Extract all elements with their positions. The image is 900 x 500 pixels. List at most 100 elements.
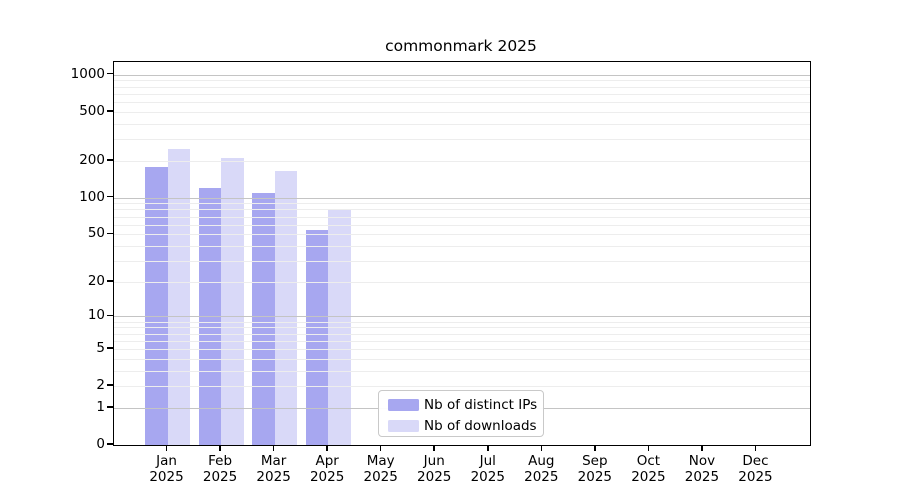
bar-distinct-ips — [305, 230, 329, 445]
y-tick-mark — [107, 443, 113, 445]
y-tick-mark — [107, 72, 113, 75]
y-tick-label: 0 — [96, 436, 105, 452]
x-tick-year: 2025 — [256, 469, 291, 485]
x-tick-month: Dec — [742, 453, 769, 469]
x-tick-year: 2025 — [631, 469, 666, 485]
x-tick-mark — [754, 445, 757, 451]
x-tick-year: 2025 — [684, 469, 720, 485]
x-tick-month: May — [366, 453, 395, 469]
x-tick-month: Sep — [582, 453, 608, 469]
x-tick-label: Oct 2025 — [603, 453, 693, 485]
x-tick-label: Feb 2025 — [175, 453, 265, 485]
x-tick-label: Mar 2025 — [229, 453, 319, 485]
x-tick-mark — [165, 445, 168, 451]
x-tick-year: 2025 — [577, 469, 613, 485]
x-tick-mark — [433, 445, 435, 451]
x-tick-label: Apr 2025 — [282, 453, 372, 485]
minor-gridline — [114, 102, 810, 104]
minor-gridline — [114, 86, 810, 88]
minor-gridline — [114, 348, 810, 350]
bar-distinct-ips — [252, 192, 275, 445]
chart-title: commonmark 2025 — [385, 37, 537, 55]
minor-gridline — [114, 216, 810, 218]
x-tick-label: Aug 2025 — [496, 453, 586, 485]
x-tick-year: 2025 — [417, 469, 452, 485]
major-gridline — [114, 316, 810, 318]
major-gridline — [114, 74, 810, 76]
minor-gridline — [114, 203, 810, 205]
y-tick-mark — [107, 406, 113, 408]
minor-gridline — [114, 340, 810, 342]
x-tick-month: Aug — [528, 453, 555, 469]
plot-area — [113, 61, 811, 446]
x-tick-year: 2025 — [202, 469, 238, 485]
y-tick-label: 50 — [87, 225, 105, 242]
minor-gridline — [114, 333, 810, 335]
y-tick-mark — [107, 280, 113, 282]
y-tick-label: 20 — [87, 272, 105, 289]
x-tick-mark — [379, 445, 382, 451]
minor-gridline — [114, 139, 810, 141]
minor-gridline — [114, 224, 810, 226]
bar-distinct-ips — [145, 166, 168, 445]
x-tick-mark — [701, 445, 703, 451]
y-tick-label: 200 — [79, 151, 105, 168]
legend-row: Nb of distinct IPs — [379, 396, 543, 414]
minor-gridline — [114, 327, 810, 329]
x-tick-mark — [487, 445, 489, 451]
x-tick-year: 2025 — [363, 469, 398, 485]
y-tick-mark — [107, 159, 113, 161]
bar-downloads — [221, 158, 244, 445]
x-tick-year: 2025 — [309, 469, 345, 485]
x-tick-label: Sep 2025 — [550, 453, 640, 485]
x-tick-month: Jul — [479, 453, 496, 469]
minor-gridline — [114, 260, 810, 262]
x-tick-label: Nov 2025 — [657, 453, 747, 485]
y-tick-label: 100 — [79, 188, 105, 205]
x-tick-mark — [326, 445, 328, 451]
x-tick-month: Feb — [208, 453, 233, 469]
y-tick-label: 500 — [79, 102, 105, 119]
legend: Nb of distinct IPs Nb of downloads — [378, 390, 544, 437]
minor-gridline — [114, 358, 810, 360]
y-tick-mark — [107, 384, 113, 386]
x-tick-month: Jan — [156, 453, 177, 469]
x-tick-mark — [647, 445, 650, 451]
x-tick-label: Jan 2025 — [122, 453, 212, 485]
minor-gridline — [114, 245, 810, 247]
minor-gridline — [114, 234, 810, 236]
y-tick-label: 1 — [96, 398, 105, 415]
y-tick-mark — [107, 314, 113, 317]
x-tick-label: Jun 2025 — [389, 453, 479, 485]
minor-gridline — [114, 209, 810, 211]
bar-distinct-ips — [198, 187, 222, 445]
y-tick-label: 5 — [96, 339, 105, 356]
legend-label: Nb of downloads — [424, 417, 537, 434]
x-tick-year: 2025 — [524, 469, 559, 485]
x-tick-mark — [594, 445, 596, 451]
x-tick-year: 2025 — [738, 469, 773, 485]
minor-gridline — [114, 370, 810, 372]
x-tick-month: Nov — [688, 453, 716, 469]
legend-label: Nb of distinct IPs — [424, 397, 538, 413]
x-tick-mark — [272, 445, 275, 451]
minor-gridline — [114, 160, 810, 162]
y-tick-mark — [107, 195, 113, 198]
minor-gridline — [114, 386, 810, 388]
x-tick-month: Apr — [315, 453, 339, 469]
x-tick-year: 2025 — [149, 469, 184, 485]
x-tick-month: Oct — [636, 453, 661, 469]
x-tick-mark — [219, 445, 221, 451]
minor-gridline — [114, 281, 810, 283]
x-tick-label: Jul 2025 — [443, 453, 533, 485]
minor-gridline — [114, 93, 810, 95]
legend-swatch-distinct-ips — [388, 399, 419, 411]
x-tick-mark — [540, 445, 543, 451]
y-tick-label: 10 — [87, 307, 105, 324]
minor-gridline — [114, 80, 810, 82]
y-tick-mark — [107, 347, 113, 349]
y-tick-mark — [107, 110, 113, 112]
minor-gridline — [114, 123, 810, 125]
legend-swatch-downloads — [388, 419, 419, 432]
